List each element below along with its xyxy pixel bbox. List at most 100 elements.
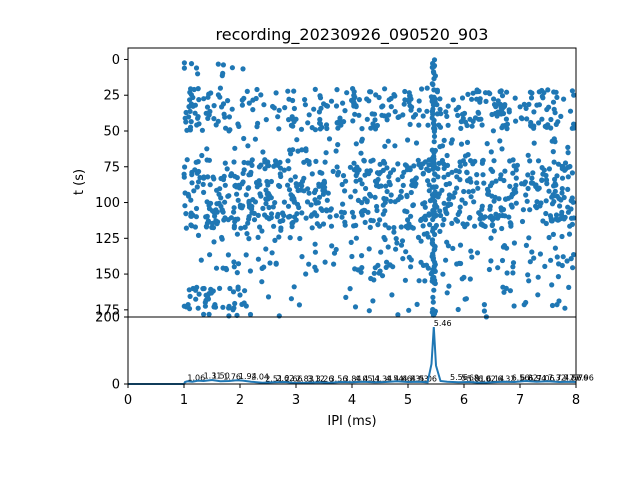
raster-point — [359, 253, 365, 259]
raster-point — [374, 207, 380, 214]
raster-point — [422, 278, 428, 284]
raster-point — [523, 105, 529, 111]
raster-point — [386, 225, 392, 231]
raster-point — [372, 194, 378, 200]
raster-y-tick-label: 50 — [103, 124, 120, 139]
raster-point — [500, 284, 506, 290]
raster-point — [474, 250, 481, 256]
raster-point — [431, 274, 437, 280]
raster-point — [437, 228, 443, 234]
raster-point — [373, 92, 379, 98]
raster-point — [399, 173, 405, 180]
histogram-peak-label: 1.50 — [212, 371, 230, 380]
raster-point — [487, 206, 493, 212]
raster-point — [479, 206, 485, 212]
raster-point — [536, 102, 543, 108]
raster-point — [504, 89, 510, 95]
raster-point — [187, 293, 193, 299]
raster-point — [370, 121, 376, 127]
raster-point — [262, 159, 268, 165]
raster-point — [415, 234, 422, 240]
raster-point — [492, 110, 498, 117]
raster-point — [565, 204, 571, 210]
raster-point — [358, 150, 364, 156]
raster-point — [181, 174, 187, 180]
raster-point — [333, 148, 339, 154]
raster-point — [241, 135, 247, 142]
raster-point — [377, 217, 383, 223]
raster-y-tick-label: 100 — [95, 196, 120, 211]
raster-point — [350, 118, 356, 124]
raster-point — [341, 119, 347, 125]
raster-point — [406, 221, 412, 227]
raster-point — [513, 167, 519, 173]
raster-point — [534, 199, 540, 205]
raster-point — [426, 167, 432, 174]
raster-point — [274, 214, 280, 220]
raster-point — [312, 127, 318, 133]
raster-point — [257, 191, 263, 197]
raster-point — [351, 100, 357, 106]
raster-point — [455, 112, 461, 118]
raster-point — [415, 157, 421, 163]
raster-point — [352, 266, 358, 272]
raster-point — [408, 257, 414, 263]
raster-point — [351, 96, 357, 102]
raster-point — [443, 109, 449, 115]
raster-point — [461, 274, 467, 280]
raster-point — [406, 307, 412, 313]
raster-point — [366, 308, 372, 314]
raster-point — [244, 88, 250, 94]
raster-point — [429, 64, 435, 70]
raster-point — [430, 166, 436, 172]
raster-point — [470, 118, 476, 124]
raster-point — [408, 213, 414, 219]
raster-point — [263, 117, 269, 123]
raster-point — [192, 110, 198, 116]
raster-point — [431, 184, 437, 190]
raster-point — [199, 127, 205, 133]
raster-point — [189, 172, 195, 178]
raster-point — [362, 219, 368, 225]
raster-point — [333, 246, 339, 253]
raster-point — [548, 125, 554, 131]
histogram-y-tick-label: 200 — [95, 311, 120, 326]
raster-point — [395, 161, 401, 167]
raster-point — [231, 159, 237, 165]
raster-point — [301, 159, 307, 165]
raster-point — [499, 225, 505, 232]
raster-point — [398, 188, 404, 194]
raster-point — [342, 108, 348, 114]
raster-point — [303, 215, 309, 221]
raster-point — [523, 192, 529, 198]
raster-point — [222, 114, 228, 120]
raster-point — [449, 220, 455, 226]
raster-point — [183, 109, 189, 116]
raster-point — [422, 200, 428, 206]
raster-point — [199, 152, 205, 159]
raster-point — [385, 244, 391, 250]
raster-point — [256, 164, 262, 170]
raster-point — [564, 258, 570, 264]
raster-point — [240, 170, 246, 176]
raster-point — [397, 193, 403, 200]
raster-point — [269, 250, 275, 256]
raster-point — [445, 202, 451, 209]
raster-point — [245, 143, 251, 149]
raster-point — [318, 105, 324, 111]
raster-point — [314, 213, 320, 219]
raster-point — [429, 237, 436, 243]
raster-point — [182, 203, 188, 209]
raster-point — [426, 211, 432, 217]
raster-point — [569, 88, 576, 94]
raster-point — [526, 278, 532, 284]
raster-point — [405, 217, 411, 223]
raster-point — [264, 191, 270, 197]
histogram-peak-label: 4.93 — [411, 374, 429, 383]
raster-point — [429, 97, 436, 103]
histogram-y-ticks: 0 200 — [95, 311, 128, 393]
histogram-peak-label: 4.66 — [394, 374, 412, 383]
raster-point — [290, 123, 296, 129]
raster-point — [503, 196, 509, 202]
raster-point — [504, 270, 510, 276]
